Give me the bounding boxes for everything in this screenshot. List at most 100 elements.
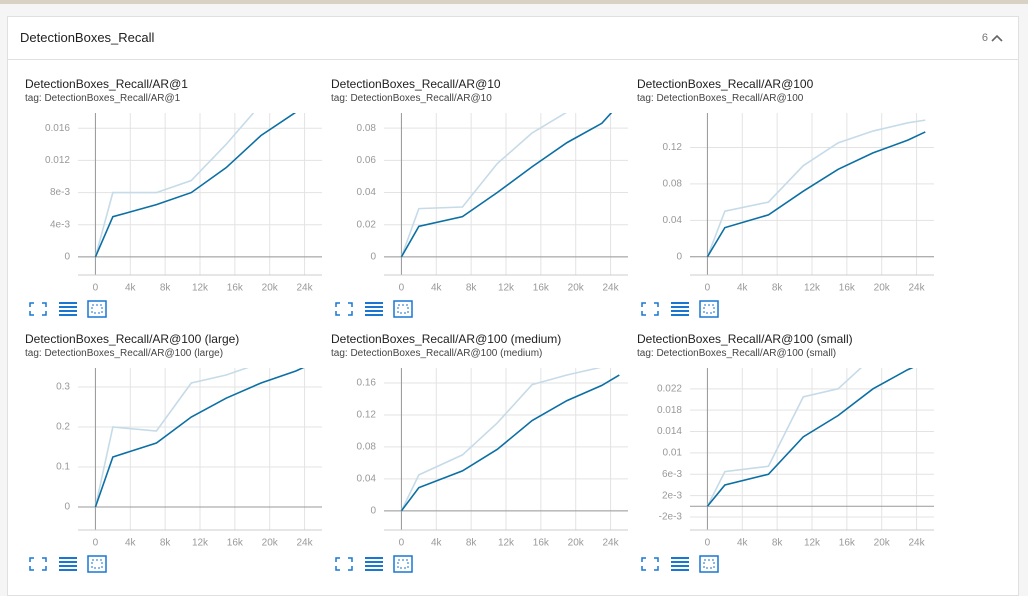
fit-domain-button[interactable]: [393, 555, 413, 573]
chart-tag: tag: DetectionBoxes_Recall/AR@100 (small…: [637, 348, 836, 359]
x-tick-label: 20k: [874, 538, 891, 549]
fit-domain-button[interactable]: [699, 555, 719, 573]
collapse-icon[interactable]: [990, 32, 1004, 44]
icon: [699, 300, 719, 318]
x-tick-label: 12k: [804, 538, 821, 549]
chart: DetectionBoxes_Recall/AR@100 (large) tag:…: [25, 332, 322, 573]
icon: [365, 569, 383, 571]
chart-tag: tag: DetectionBoxes_Recall/AR@100 (large…: [25, 348, 223, 359]
icon: [365, 314, 383, 316]
icon: [397, 559, 409, 569]
y-tick-label: 0: [370, 505, 376, 516]
x-tick-label: 0: [705, 283, 711, 294]
line: [706, 131, 926, 258]
icon: [393, 300, 413, 318]
log-scale-button[interactable]: [59, 557, 77, 571]
x-tick-label: 0: [705, 538, 711, 549]
x-tick-label: 20k: [568, 283, 585, 294]
fit-domain-button[interactable]: [87, 300, 107, 318]
x-tick-label: 0: [93, 283, 99, 294]
x-tick-label: 24k: [909, 538, 926, 549]
icon: [671, 306, 689, 308]
chart-tag: tag: DetectionBoxes_Recall/AR@10: [331, 93, 492, 104]
y-tick-label: 0.1: [56, 462, 70, 473]
log-scale-button[interactable]: [671, 557, 689, 571]
x-tick-label: 12k: [192, 283, 209, 294]
icon: [59, 561, 77, 563]
panel-title: DetectionBoxes_Recall: [20, 30, 155, 45]
icon: [59, 557, 77, 559]
icon: [59, 569, 77, 571]
x-tick-label: 4k: [125, 283, 137, 294]
panel-header[interactable]: DetectionBoxes_Recall 6: [8, 17, 1018, 60]
log-scale-button[interactable]: [671, 302, 689, 316]
chart-title: DetectionBoxes_Recall/AR@100 (medium): [331, 332, 561, 346]
y-tick-label: 0: [64, 502, 70, 513]
x-tick-label: 4k: [431, 538, 443, 549]
log-scale-button[interactable]: [59, 302, 77, 316]
x-tick-label: 12k: [804, 283, 821, 294]
chart-title: DetectionBoxes_Recall/AR@1: [25, 77, 188, 91]
y-tick-label: 0.016: [45, 123, 70, 134]
line: [94, 368, 249, 508]
y-tick-label: 0.014: [657, 426, 682, 437]
icon: [87, 300, 107, 318]
fullscreen-button[interactable]: [335, 557, 353, 571]
x-tick-label: 16k: [839, 538, 856, 549]
y-tick-label: 0.3: [56, 382, 70, 393]
x-tick-label: 8k: [160, 538, 172, 549]
y-tick-label: 0: [64, 252, 70, 263]
icon: [671, 569, 689, 571]
y-tick-label: 0.08: [357, 442, 377, 453]
icon: [703, 559, 715, 569]
icon: [87, 555, 107, 573]
icon: [59, 302, 77, 304]
fit-domain-button[interactable]: [87, 555, 107, 573]
x-tick-label: 12k: [498, 283, 515, 294]
chart: DetectionBoxes_Recall/AR@100 tag: Detecti…: [637, 77, 934, 318]
icon: [671, 557, 689, 559]
y-tick-label: 0.018: [657, 405, 682, 416]
line: [400, 113, 567, 258]
line: [706, 368, 862, 507]
icon: [365, 561, 383, 563]
icon: [641, 557, 659, 571]
fullscreen-button[interactable]: [641, 302, 659, 316]
fullscreen-button[interactable]: [335, 302, 353, 316]
chart-title: DetectionBoxes_Recall/AR@100 (small): [637, 332, 853, 346]
icon: [335, 557, 353, 571]
chart-tag: tag: DetectionBoxes_Recall/AR@100: [637, 93, 804, 104]
icon: [703, 304, 715, 314]
x-tick-label: 24k: [297, 538, 314, 549]
log-scale-button[interactable]: [365, 557, 383, 571]
chart-title: DetectionBoxes_Recall/AR@100: [637, 77, 814, 91]
icon: [91, 559, 103, 569]
y-tick-label: 2e-3: [662, 490, 682, 501]
icon: [671, 561, 689, 563]
x-tick-label: 16k: [227, 283, 244, 294]
line: [400, 368, 602, 512]
fit-domain-button[interactable]: [393, 300, 413, 318]
icon: [29, 302, 47, 316]
x-tick-label: 24k: [297, 283, 314, 294]
x-tick-label: 8k: [466, 283, 478, 294]
line: [400, 113, 613, 258]
x-tick-label: 12k: [498, 538, 515, 549]
fullscreen-button[interactable]: [641, 557, 659, 571]
icon: [91, 304, 103, 314]
fullscreen-button[interactable]: [29, 557, 47, 571]
x-tick-label: 24k: [603, 538, 620, 549]
fullscreen-button[interactable]: [29, 302, 47, 316]
log-scale-button[interactable]: [365, 302, 383, 316]
x-tick-label: 24k: [603, 283, 620, 294]
icon: [365, 565, 383, 567]
line: [94, 113, 255, 258]
y-tick-label: 0.04: [357, 474, 377, 485]
fit-domain-button[interactable]: [699, 300, 719, 318]
x-tick-label: 8k: [160, 283, 172, 294]
x-tick-label: 8k: [772, 538, 784, 549]
top-bar: [0, 0, 1028, 4]
icon: [59, 314, 77, 316]
icon: [59, 310, 77, 312]
y-tick-label: 0.08: [357, 123, 377, 134]
